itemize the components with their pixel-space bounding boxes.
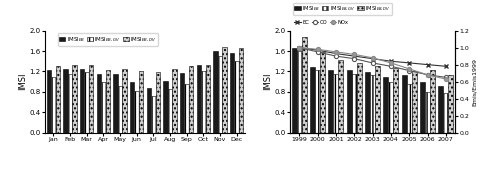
Bar bbox=[444, 93, 448, 133]
Bar bbox=[352, 74, 356, 133]
Bar bbox=[292, 48, 296, 133]
Bar bbox=[234, 61, 239, 133]
Bar bbox=[315, 70, 320, 133]
Bar bbox=[101, 82, 105, 133]
Y-axis label: Emis/Emis1999: Emis/Emis1999 bbox=[472, 58, 477, 106]
Bar bbox=[89, 65, 94, 133]
Bar bbox=[51, 76, 56, 133]
Bar bbox=[213, 51, 218, 133]
Bar bbox=[180, 73, 184, 133]
Bar bbox=[56, 66, 60, 133]
Bar bbox=[196, 65, 201, 133]
Bar bbox=[113, 74, 118, 133]
Bar bbox=[151, 96, 156, 133]
Bar bbox=[346, 70, 352, 133]
Bar bbox=[218, 56, 222, 133]
Bar bbox=[146, 88, 151, 133]
Bar bbox=[156, 72, 160, 133]
Bar bbox=[189, 66, 194, 133]
Bar bbox=[168, 89, 172, 133]
Bar bbox=[328, 70, 334, 133]
Bar bbox=[63, 69, 68, 133]
Bar bbox=[206, 65, 210, 133]
Bar bbox=[425, 92, 430, 133]
Bar bbox=[139, 71, 143, 133]
Bar bbox=[375, 66, 380, 133]
Bar bbox=[334, 74, 338, 133]
Bar bbox=[184, 84, 189, 133]
Bar bbox=[163, 81, 168, 133]
Bar bbox=[172, 69, 176, 133]
Bar bbox=[302, 37, 306, 133]
Bar bbox=[296, 51, 302, 133]
Y-axis label: IMSI: IMSI bbox=[18, 73, 27, 90]
Bar bbox=[448, 75, 454, 133]
Bar bbox=[130, 82, 134, 133]
Bar bbox=[356, 63, 362, 133]
Bar bbox=[384, 76, 388, 133]
Bar bbox=[370, 75, 375, 133]
Bar bbox=[84, 72, 89, 133]
Bar bbox=[394, 68, 398, 133]
Bar bbox=[388, 82, 394, 133]
Bar bbox=[68, 74, 72, 133]
Bar bbox=[201, 71, 205, 133]
Bar bbox=[402, 75, 406, 133]
Legend: IMSI$_{EB}$, IMSI$_{EB,GV}$, IMSI$_{EB,DV}$: IMSI$_{EB}$, IMSI$_{EB,GV}$, IMSI$_{EB,D… bbox=[58, 33, 158, 46]
Bar bbox=[122, 69, 126, 133]
Bar bbox=[106, 70, 110, 133]
Bar bbox=[438, 86, 444, 133]
Bar bbox=[230, 53, 234, 133]
Bar bbox=[320, 52, 325, 133]
Bar bbox=[430, 70, 435, 133]
Bar bbox=[118, 86, 122, 133]
Bar bbox=[412, 71, 416, 133]
Bar bbox=[96, 74, 101, 133]
Legend: EC, CO, NOx: EC, CO, NOx bbox=[292, 19, 350, 27]
Bar bbox=[338, 60, 344, 133]
Bar bbox=[406, 84, 412, 133]
Bar bbox=[239, 48, 244, 133]
Bar bbox=[46, 70, 51, 133]
Bar bbox=[134, 91, 139, 133]
Bar bbox=[310, 67, 315, 133]
Bar bbox=[420, 82, 425, 133]
Bar bbox=[72, 65, 77, 133]
Bar bbox=[365, 72, 370, 133]
Bar bbox=[222, 47, 226, 133]
Y-axis label: IMSI: IMSI bbox=[263, 73, 272, 90]
Bar bbox=[80, 69, 84, 133]
